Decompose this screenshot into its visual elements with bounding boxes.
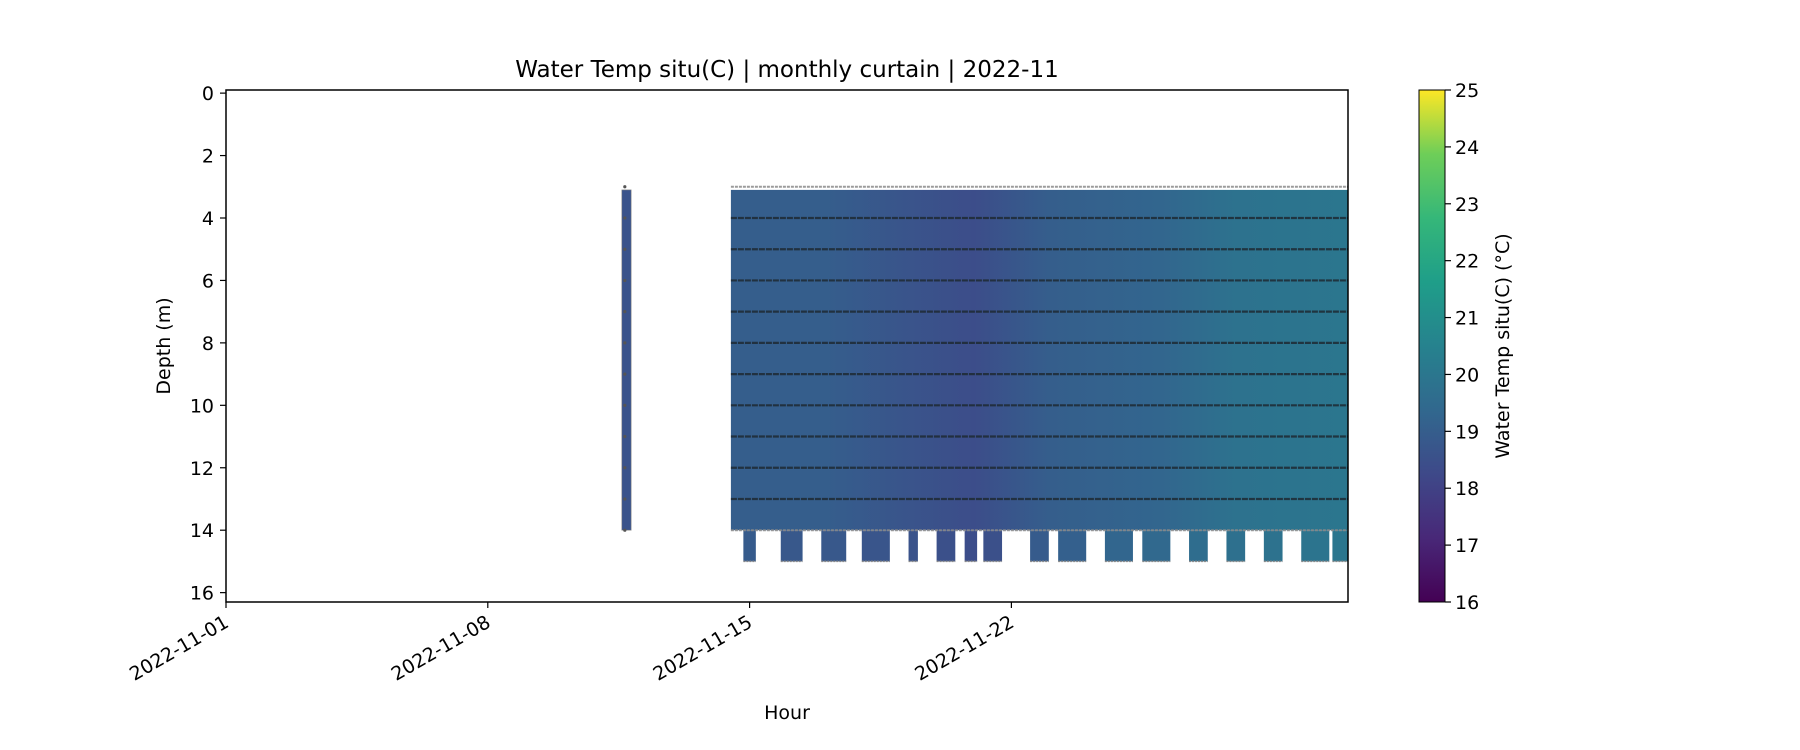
deep-segment (1301, 530, 1330, 562)
y-axis: 0 2 4 6 8 10 12 14 16 (190, 83, 226, 605)
colorbar-tick-label: 22 (1455, 251, 1479, 273)
colorbar-tick-label: 16 (1455, 592, 1479, 614)
x-tick-label: 2022-11-08 (388, 611, 495, 685)
x-tick-label: 2022-11-01 (126, 611, 233, 685)
colorbar-tick-label: 23 (1455, 194, 1479, 216)
profile-block-short (621, 189, 632, 531)
sensor-point (623, 247, 627, 251)
sensor-point (623, 185, 627, 189)
x-tick-label: 2022-11-15 (649, 611, 756, 685)
sensor-point (623, 310, 627, 314)
deep-segment (861, 530, 890, 562)
x-axis-label: Hour (764, 702, 810, 724)
deep-segment (1189, 530, 1208, 562)
sensor-point (623, 497, 627, 501)
deep-segment (1226, 530, 1246, 562)
y-axis-label: Depth (m) (153, 297, 175, 394)
deep-segment (1263, 530, 1283, 562)
y-tick-label: 10 (190, 395, 214, 417)
sensor-point (623, 372, 627, 376)
x-axis: 2022-11-01 2022-11-08 2022-11-15 2022-11-22 (126, 602, 1018, 686)
sensor-point (623, 528, 627, 532)
deep-segment (936, 530, 956, 562)
deep-segment (780, 530, 803, 562)
sensor-point (623, 216, 627, 220)
colorbar-label: Water Temp situ(C) (°C) (1492, 233, 1514, 458)
deep-segment (743, 530, 756, 562)
colorbar-tick-label: 21 (1455, 308, 1479, 330)
deep-segment (1030, 530, 1049, 562)
colorbar-tick-label: 24 (1455, 137, 1479, 159)
sensor-point (623, 434, 627, 439)
y-tick-label: 12 (190, 458, 214, 480)
colorbar (1418, 89, 1446, 603)
y-tick-label: 6 (202, 270, 214, 292)
deep-segment (908, 530, 918, 562)
deep-segment (1142, 530, 1171, 562)
y-tick-label: 14 (190, 520, 214, 542)
colorbar-tick-label: 18 (1455, 478, 1479, 500)
profile-block-main (730, 189, 1348, 531)
colorbar-tick-label: 20 (1455, 364, 1479, 386)
y-tick-label: 2 (202, 146, 214, 168)
x-tick-label: 2022-11-22 (911, 611, 1018, 685)
deep-segment (1058, 530, 1087, 562)
deep-segment (983, 530, 1003, 562)
y-tick-label: 16 (190, 583, 214, 605)
chart-title: Water Temp situ(C) | monthly curtain | 2… (515, 57, 1058, 83)
deep-segment (1332, 530, 1348, 562)
colorbar-tick-label: 19 (1455, 421, 1479, 443)
y-tick-label: 4 (202, 208, 214, 230)
y-tick-label: 0 (202, 83, 214, 105)
sensor-point (623, 278, 627, 283)
plot-area (621, 185, 1348, 563)
deep-segment (964, 530, 978, 562)
sensor-point (623, 466, 627, 470)
plot-frame (225, 89, 1349, 603)
deep-segment (1104, 530, 1133, 562)
colorbar-tick-label: 17 (1455, 535, 1479, 557)
sensor-point (623, 403, 627, 407)
y-tick-label: 8 (202, 333, 214, 355)
colorbar-ticks: 16 17 18 19 20 21 22 23 24 25 (1445, 80, 1479, 614)
sensor-point (623, 341, 627, 345)
deep-segment (821, 530, 847, 562)
colorbar-tick-label: 25 (1455, 80, 1479, 102)
